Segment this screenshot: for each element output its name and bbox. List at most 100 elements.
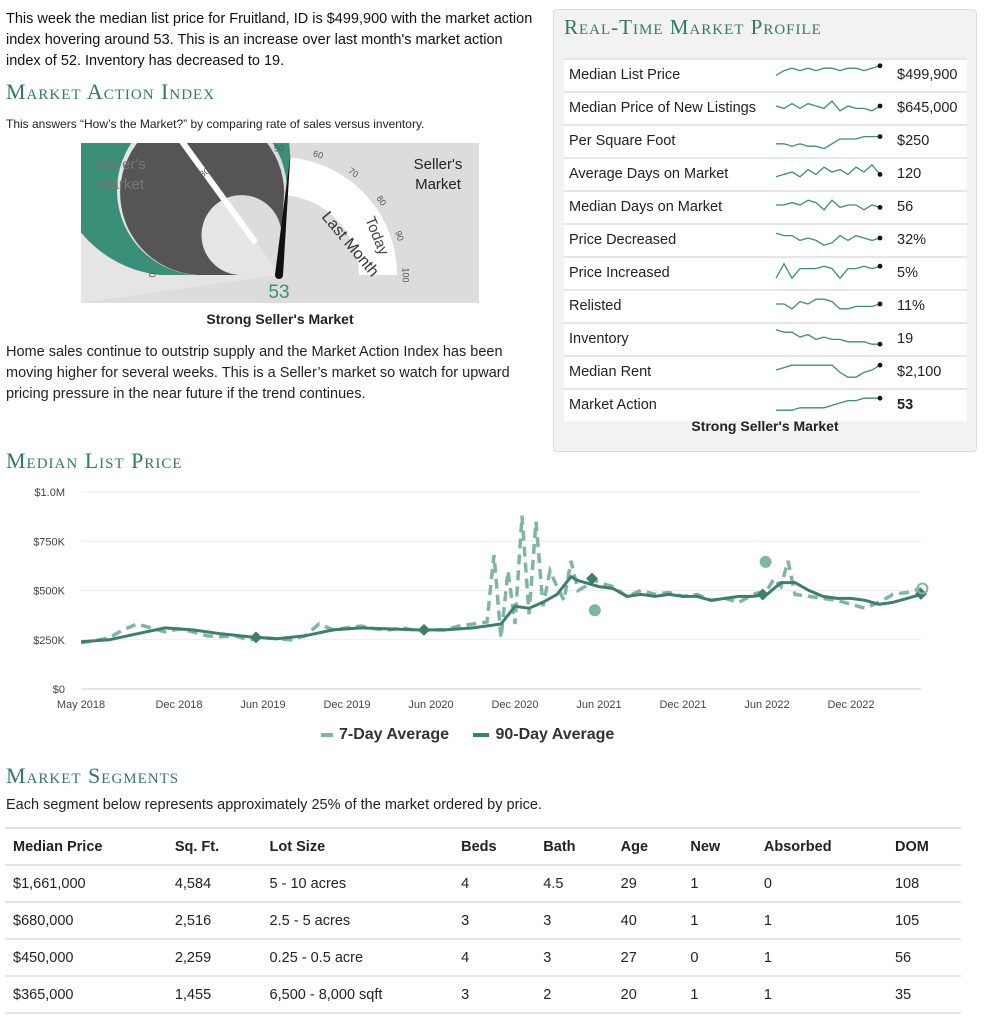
sparkline-end-dot xyxy=(877,134,883,139)
sparkline-path xyxy=(775,262,881,280)
table-cell: 1 xyxy=(755,939,887,977)
gauge-tick-label: 60 xyxy=(312,148,325,161)
x-tick-label: Jun 2019 xyxy=(240,699,285,711)
gauge-sellers-label-1: Seller's xyxy=(414,156,463,173)
market-segments-subtitle: Each segment below represents approximat… xyxy=(6,797,542,813)
profile-row-label: Market Action xyxy=(569,397,657,413)
table-row: $680,000 2,516 2.5 - 5 acres 3 3 40 1 1 105 xyxy=(5,902,961,940)
series-7-day-average-line xyxy=(80,515,922,645)
segments-header-cell: New xyxy=(682,827,756,866)
gauge-today-arc xyxy=(286,157,397,275)
segments-header-cell: Bath xyxy=(535,827,613,866)
chart-markers xyxy=(250,555,929,644)
profile-row-label: Average Days on Market xyxy=(569,166,729,182)
circle-marker xyxy=(759,555,772,568)
table-cell: 27 xyxy=(612,939,683,977)
market-profile-title: Real-Time Market Profile xyxy=(564,15,822,39)
sparkline-end-dot xyxy=(877,235,883,241)
x-tick-label: Dec 2020 xyxy=(491,699,538,711)
sparkline-path xyxy=(775,232,881,246)
chart-x-ticks: May 2018 Dec 2018 Jun 2019 Dec 2019 Jun 2020… xyxy=(57,699,875,711)
market-action-description: Home sales continue to outstrip supply a… xyxy=(6,344,510,402)
gauge-caption: Strong Seller's Market xyxy=(206,311,354,327)
profile-sparkline xyxy=(776,298,883,310)
segments-header-cell: DOM xyxy=(886,827,961,866)
diamond-marker xyxy=(756,588,769,601)
legend-7-day-label: 7-Day Average xyxy=(339,726,449,743)
sparkline-end-dot xyxy=(877,263,883,269)
market-profile-caption: Strong Seller's Market xyxy=(691,418,839,434)
profile-row: Price Increased 5% xyxy=(564,256,967,289)
gauge-tick-label: 80 xyxy=(374,194,388,208)
table-cell: 4.5 xyxy=(535,865,613,903)
profile-row-value: $250 xyxy=(897,133,930,149)
x-tick-label: Jun 2020 xyxy=(408,699,453,711)
x-tick-label: May 2018 xyxy=(57,699,105,711)
profile-row: Median Price of New Listings $645,000 xyxy=(564,91,967,124)
table-cell: 40 xyxy=(612,902,683,940)
x-tick-label: Dec 2021 xyxy=(659,699,706,711)
table-row: $450,000 2,259 0.25 - 0.5 acre 4 3 27 0 1 56 xyxy=(5,939,961,977)
gauge-tick-label: 20 xyxy=(170,194,184,208)
table-cell: 2 xyxy=(535,976,613,1014)
median-list-price-chart: $0 $250K $500K $750K $1.0M May 2018 Dec 2018 J… xyxy=(0,478,986,743)
profile-row-label: Median Price of New Listings xyxy=(569,100,756,116)
market-segments-table: Median Price Sq. Ft. Lot Size Beds Bath Age Ne… xyxy=(5,827,961,1014)
gauge-tick-label: 40 xyxy=(234,148,247,161)
table-cell: 4 xyxy=(453,865,536,903)
table-cell: 3 xyxy=(535,939,613,977)
profile-row-value: $499,900 xyxy=(897,67,958,83)
table-cell: 0 xyxy=(682,939,756,977)
gauge-sellers-label-2: Market xyxy=(415,176,462,193)
sparkline-end-dot xyxy=(877,301,883,307)
sparkline-end-dot xyxy=(877,341,883,347)
legend-90-day-swatch xyxy=(473,732,490,737)
profile-sparkline xyxy=(775,63,883,76)
profile-row-value: 19 xyxy=(897,331,914,347)
profile-row-label: Median List Price xyxy=(569,67,681,83)
sparkline-path xyxy=(775,163,881,178)
table-cell: 2,259 xyxy=(166,939,262,977)
sparkline-end-dot xyxy=(877,205,883,210)
profile-row: Inventory 19 xyxy=(564,322,967,355)
profile-row-label: Per Square Foot xyxy=(569,133,676,149)
table-cell: 1 xyxy=(755,976,887,1014)
table-cell: $450,000 xyxy=(5,939,167,977)
sparkline-path xyxy=(775,100,881,112)
profile-sparkline xyxy=(775,163,883,178)
diamond-marker xyxy=(586,572,598,585)
legend-7-day-swatch xyxy=(321,732,333,737)
sparkline-end-dot xyxy=(877,172,883,177)
sparkline-end-dot xyxy=(877,362,883,368)
table-cell: 0 xyxy=(755,865,887,903)
legend-90-day-label: 90-Day Average xyxy=(495,726,615,743)
profile-sparkline xyxy=(776,199,883,211)
market-segments-title: Market Segments xyxy=(6,763,180,788)
x-tick-label: Jun 2022 xyxy=(744,699,789,711)
profile-row-value: 120 xyxy=(897,166,922,182)
table-cell: 1 xyxy=(682,902,756,940)
profile-row: Median List Price $499,900 xyxy=(564,58,967,91)
market-action-gauge: 0 10 20 30 40 50 60 70 80 90 100 Buyer's Market Se… xyxy=(54,39,479,303)
market-profile-table: Median List Price $499,900 Median Price of… xyxy=(564,58,967,421)
diamond-marker xyxy=(250,631,262,644)
sparkline-path xyxy=(776,397,880,411)
x-tick-label: Jun 2021 xyxy=(576,699,621,711)
segments-body: $1,661,000 4,584 5 - 10 acres 4 4.5 29 1 0 108 $6… xyxy=(5,865,961,1014)
x-tick-label: Dec 2022 xyxy=(827,699,874,711)
sparkline-end-dot xyxy=(877,103,883,109)
segments-header-cell: Lot Size xyxy=(261,827,454,866)
gauge-tick-label: 50 xyxy=(274,143,284,153)
gauge-buyers-label-2: Market xyxy=(98,176,145,193)
profile-row-label: Inventory xyxy=(569,331,629,347)
table-cell: $1,661,000 xyxy=(5,865,167,903)
sparkline-path xyxy=(776,298,881,310)
table-cell: 1,455 xyxy=(166,976,262,1014)
table-cell: 1 xyxy=(682,865,756,903)
chart-grid xyxy=(81,491,921,690)
profile-row-label: Median Days on Market xyxy=(569,199,723,215)
table-cell: 108 xyxy=(886,865,961,903)
y-tick-label: $0 xyxy=(53,684,65,696)
table-cell: 2,516 xyxy=(166,902,262,940)
sparkline-path xyxy=(775,364,881,378)
